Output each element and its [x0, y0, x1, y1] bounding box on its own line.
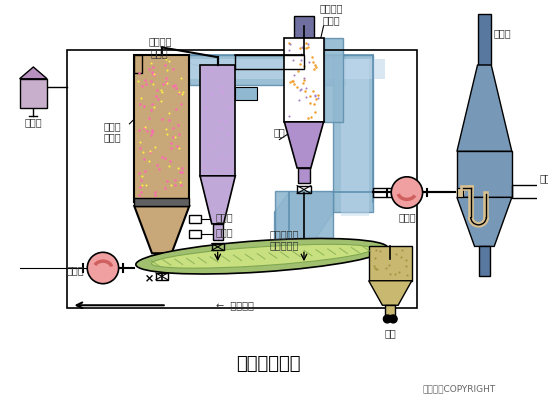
Bar	[477, 14, 491, 65]
Bar	[235, 87, 257, 100]
Bar	[134, 198, 189, 206]
Polygon shape	[20, 67, 47, 79]
Bar	[461, 156, 481, 193]
Polygon shape	[284, 122, 323, 168]
Bar	[294, 16, 314, 37]
Polygon shape	[200, 176, 235, 224]
Text: 进水: 进水	[539, 173, 548, 183]
Bar	[298, 168, 310, 183]
Bar	[189, 55, 345, 85]
Circle shape	[87, 252, 119, 284]
Bar	[373, 187, 392, 197]
Bar	[134, 55, 142, 73]
Bar	[213, 224, 222, 240]
Bar	[385, 305, 395, 315]
Polygon shape	[457, 65, 512, 151]
Text: 重油池: 重油池	[25, 117, 42, 127]
Text: 鼓风机: 鼓风机	[67, 265, 84, 275]
Bar	[333, 55, 373, 212]
Bar	[275, 191, 333, 259]
Bar	[200, 65, 235, 176]
Text: 启动用: 启动用	[216, 212, 233, 222]
Ellipse shape	[151, 244, 372, 268]
Bar	[478, 246, 490, 276]
Bar	[341, 59, 369, 216]
Text: ←  干燥泥饼: ← 干燥泥饼	[216, 300, 254, 310]
Ellipse shape	[136, 238, 388, 274]
Bar	[235, 55, 304, 69]
Circle shape	[389, 315, 397, 323]
Bar	[457, 151, 512, 197]
Text: 泥饼: 泥饼	[273, 127, 286, 137]
Polygon shape	[134, 206, 189, 253]
Bar	[20, 79, 47, 108]
Text: 一次旋流
分离器: 一次旋流 分离器	[148, 37, 172, 58]
Bar	[189, 59, 385, 79]
Polygon shape	[457, 197, 512, 246]
Text: 二次旋流
分离器: 二次旋流 分离器	[319, 3, 343, 25]
Text: 除尘器: 除尘器	[493, 29, 511, 39]
Bar	[457, 187, 463, 197]
Circle shape	[384, 315, 391, 323]
Text: 快速干燥器
带式输送机: 快速干燥器 带式输送机	[270, 229, 299, 250]
Polygon shape	[369, 281, 412, 305]
Circle shape	[391, 177, 423, 208]
Bar	[134, 55, 189, 202]
Bar	[154, 253, 170, 269]
Bar	[512, 185, 541, 198]
Bar	[189, 215, 201, 223]
Text: 东方仿真COPYRIGHT: 东方仿真COPYRIGHT	[423, 384, 495, 393]
Text: 灰斗: 灰斗	[384, 328, 396, 338]
Text: 抽风机: 抽风机	[398, 212, 416, 222]
Polygon shape	[275, 193, 333, 259]
Text: 流化床
焚烧炉: 流化床 焚烧炉	[104, 121, 122, 142]
Bar	[369, 246, 412, 281]
Bar	[67, 50, 416, 308]
Bar	[189, 230, 201, 238]
Bar	[323, 37, 343, 122]
Bar	[284, 37, 323, 122]
Text: 助燃用: 助燃用	[216, 227, 233, 237]
Text: 流化床焚烧炉: 流化床焚烧炉	[236, 355, 301, 373]
